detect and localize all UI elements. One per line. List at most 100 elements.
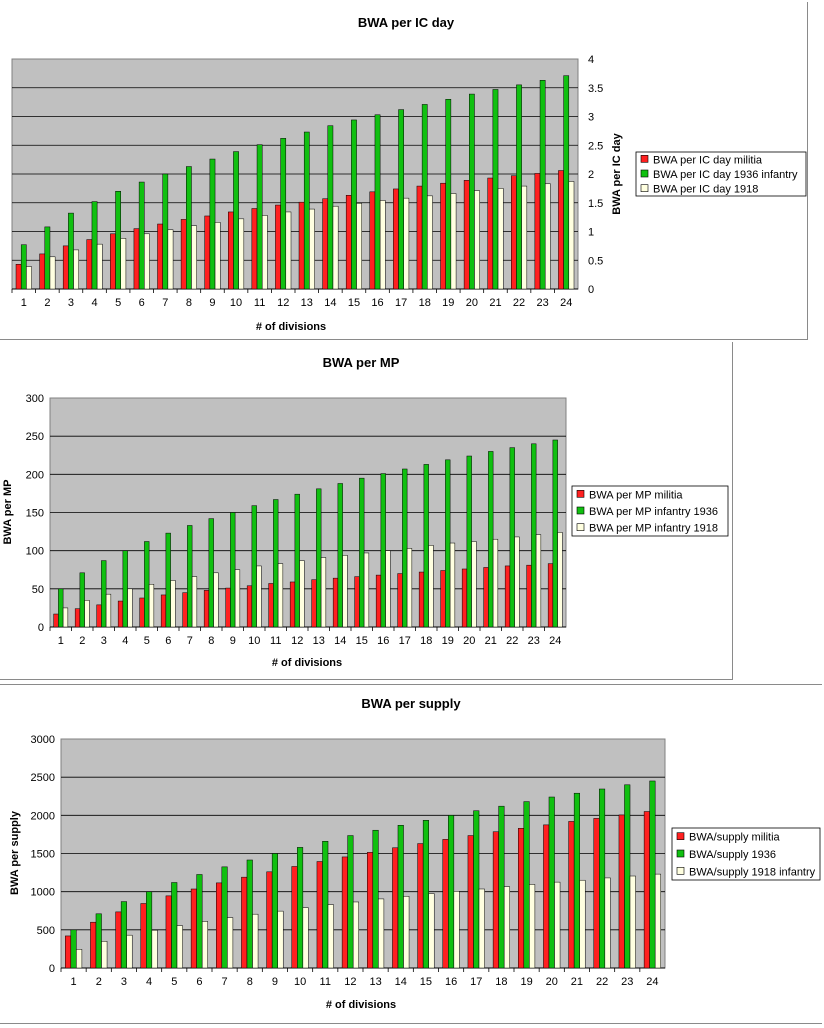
bar-militia <box>298 201 305 290</box>
bar-infantry-1918 <box>151 929 158 969</box>
bar-militia <box>251 208 258 290</box>
x-tick-label: 8 <box>247 976 253 988</box>
bar-infantry-1918 <box>309 208 315 290</box>
y-tick-label: 1.5 <box>588 198 603 210</box>
bar-militia <box>367 852 374 969</box>
legend-label: BWA per MP militia <box>589 489 683 501</box>
bar-militia <box>593 818 600 969</box>
legend-label: BWA per MP infantry 1936 <box>589 506 718 518</box>
y-tick-label: 1 <box>588 227 594 239</box>
bar-infantry-1918 <box>403 197 410 290</box>
bar-militia <box>492 831 499 969</box>
legend-label: BWA per MP infantry 1918 <box>589 523 718 535</box>
bar-militia <box>322 198 329 290</box>
x-tick-label: 12 <box>291 635 303 647</box>
bar-militia <box>165 895 172 969</box>
x-tick-label: 18 <box>420 635 432 647</box>
legend-swatch-militia <box>676 832 685 840</box>
bar-militia <box>225 587 231 628</box>
x-tick-label: 19 <box>442 297 454 309</box>
bar-infantry-1918 <box>49 256 56 290</box>
bar-infantry-1918 <box>514 536 520 628</box>
bar-militia <box>74 608 81 628</box>
bar-infantry-1936 <box>398 109 404 290</box>
legend-swatch-infantry-1918 <box>576 523 585 531</box>
legend-label: BWA per IC day militia <box>653 154 763 166</box>
bar-infantry-1936 <box>469 93 475 290</box>
bar-infantry-1918 <box>320 557 327 628</box>
x-tick-label: 4 <box>122 635 128 647</box>
x-tick-label: 15 <box>356 635 368 647</box>
bar-infantry-1936 <box>297 847 304 969</box>
bar-militia <box>463 180 470 290</box>
bar-infantry-1918 <box>62 607 69 628</box>
y-tick-label: 2500 <box>31 772 55 784</box>
bar-infantry-1918 <box>277 563 284 628</box>
bar-infantry-1918 <box>96 243 103 290</box>
x-tick-label: 5 <box>115 297 121 309</box>
bar-militia <box>160 594 167 628</box>
bar-militia <box>341 856 348 969</box>
x-tick-label: 24 <box>560 297 572 309</box>
bar-infantry-1918 <box>191 225 197 290</box>
bar-infantry-1918 <box>385 550 391 628</box>
bar-infantry-1918 <box>299 560 305 628</box>
bar-infantry-1936 <box>327 125 334 290</box>
bar-infantry-1936 <box>649 780 656 969</box>
x-tick-label: 3 <box>121 976 127 988</box>
bar-infantry-1918 <box>428 545 434 628</box>
x-tick-label: 3 <box>68 297 74 309</box>
y-tick-label: 0 <box>38 622 44 634</box>
bar-infantry-1936 <box>492 89 499 290</box>
bar-militia <box>392 847 399 969</box>
bar-militia <box>115 911 122 969</box>
bar-infantry-1918 <box>629 875 636 969</box>
x-tick-label: 22 <box>596 976 608 988</box>
bar-militia <box>504 565 511 628</box>
bar-militia <box>96 604 102 628</box>
x-tick-label: 3 <box>101 635 107 647</box>
x-tick-label: 14 <box>334 635 346 647</box>
bar-militia <box>568 821 575 969</box>
bar-militia <box>354 576 360 628</box>
bar-infantry-1918 <box>126 934 133 969</box>
bar-infantry-1918 <box>105 593 112 628</box>
bar-militia <box>332 577 339 628</box>
bar-infantry-1936 <box>233 151 239 290</box>
x-tick-label: 7 <box>187 635 193 647</box>
bar-infantry-1918 <box>497 188 504 290</box>
bar-infantry-1918 <box>327 904 334 969</box>
bar-infantry-1918 <box>76 949 83 969</box>
bar-infantry-1918 <box>127 588 133 628</box>
bar-infantry-1936 <box>165 532 171 628</box>
bar-infantry-1936 <box>20 244 27 290</box>
bar-infantry-1936 <box>445 459 451 628</box>
bar-infantry-1936 <box>144 541 150 628</box>
x-tick-label: 4 <box>146 976 152 988</box>
bar-infantry-1918 <box>144 233 150 290</box>
bar-militia <box>139 597 145 628</box>
bar-infantry-1918 <box>403 895 410 969</box>
x-tick-label: 20 <box>463 635 475 647</box>
bar-militia <box>268 583 274 628</box>
bar-infantry-1918 <box>521 185 528 290</box>
bar-infantry-1936 <box>421 104 428 290</box>
bar-infantry-1936 <box>196 874 203 969</box>
bar-infantry-1936 <box>516 84 522 290</box>
bar-infantry-1918 <box>471 541 477 628</box>
bar-infantry-1936 <box>539 80 546 290</box>
bar-infantry-1918 <box>73 249 79 290</box>
bar-infantry-1918 <box>170 580 176 628</box>
legend-label: BWA/supply 1936 <box>689 849 776 861</box>
bar-infantry-1936 <box>115 191 121 290</box>
bar-militia <box>316 861 323 969</box>
bar-militia <box>369 191 376 290</box>
x-tick-label: 8 <box>208 635 214 647</box>
bar-militia <box>461 568 468 628</box>
x-axis-label: # of divisions <box>326 999 396 1011</box>
bar-infantry-1936 <box>101 560 107 628</box>
legend-label: BWA per IC day 1918 <box>653 184 758 196</box>
y-tick-label: 0 <box>49 963 55 975</box>
